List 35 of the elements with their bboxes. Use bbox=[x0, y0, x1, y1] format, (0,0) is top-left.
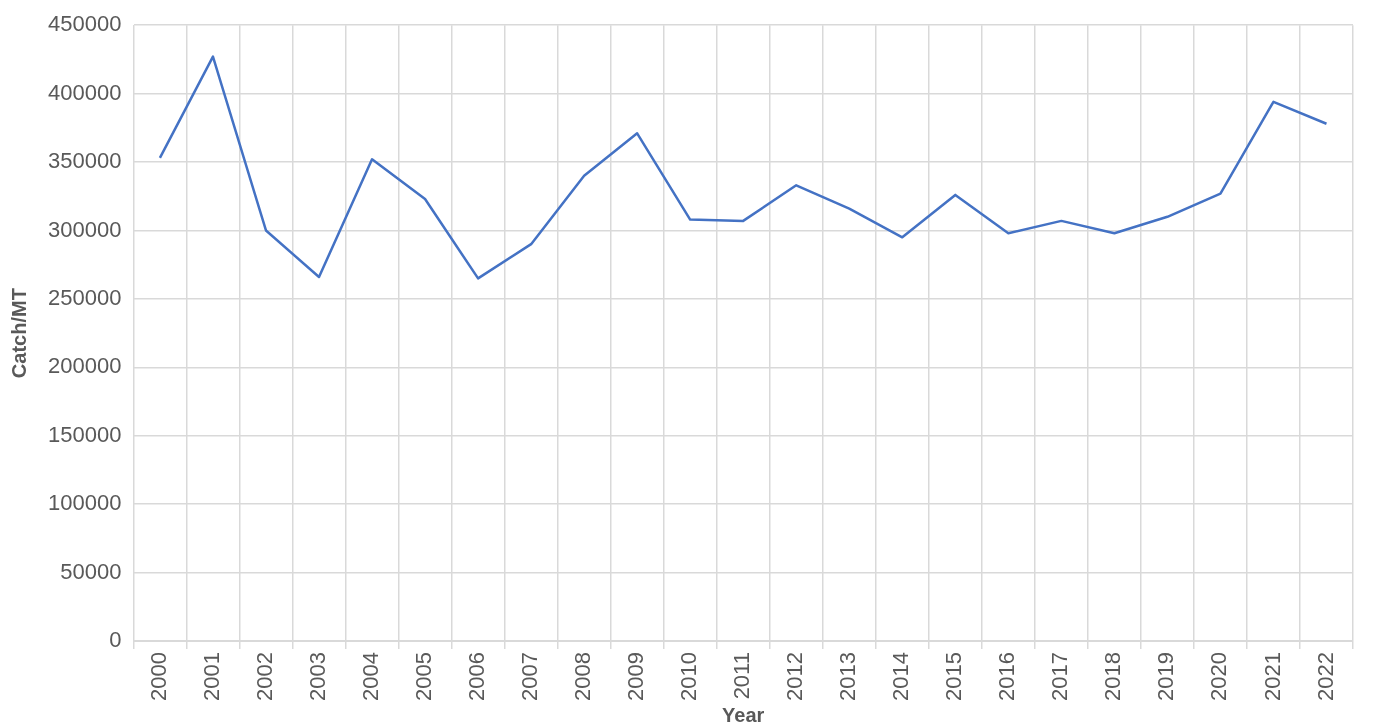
x-tick-label: 2016 bbox=[994, 652, 1020, 702]
x-tick-label: 2005 bbox=[411, 652, 437, 702]
x-tick-label: 2000 bbox=[145, 652, 171, 702]
x-tick-label: 2013 bbox=[835, 652, 861, 702]
x-tick-label: 2014 bbox=[888, 652, 914, 702]
x-tick-label: 2018 bbox=[1100, 652, 1126, 702]
x-tick-label: 2011 bbox=[729, 652, 755, 700]
y-tick-label: 100000 bbox=[47, 490, 122, 516]
y-tick-label: 300000 bbox=[47, 216, 122, 242]
y-axis-title: Catch/MT bbox=[7, 288, 30, 379]
x-tick-label: 2020 bbox=[1206, 652, 1232, 702]
x-tick-label: 2008 bbox=[570, 652, 596, 702]
x-tick-label: 2007 bbox=[517, 652, 543, 702]
y-tick-label: 400000 bbox=[47, 79, 122, 105]
x-tick-label: 2021 bbox=[1259, 652, 1285, 702]
y-tick-label: 50000 bbox=[60, 558, 122, 584]
y-tick-label: 150000 bbox=[47, 421, 122, 447]
y-tick-label: 250000 bbox=[47, 284, 122, 310]
x-tick-label: 2010 bbox=[676, 652, 702, 702]
x-tick-label: 2015 bbox=[941, 652, 967, 702]
x-tick-label: 2001 bbox=[199, 652, 225, 702]
y-tick-label: 450000 bbox=[47, 11, 122, 37]
y-tick-label: 200000 bbox=[47, 353, 122, 379]
x-tick-label: 2022 bbox=[1312, 652, 1338, 702]
x-tick-label: 2017 bbox=[1047, 652, 1073, 702]
x-tick-label: 2019 bbox=[1153, 652, 1179, 702]
x-tick-label: 2002 bbox=[252, 652, 278, 702]
y-tick-label: 0 bbox=[109, 627, 122, 653]
x-tick-label: 2003 bbox=[305, 652, 331, 702]
x-tick-label: 2006 bbox=[464, 652, 490, 702]
x-tick-label: 2009 bbox=[623, 652, 649, 702]
y-tick-label: 350000 bbox=[47, 148, 122, 174]
x-tick-label: 2004 bbox=[358, 652, 384, 702]
x-axis-title: Year bbox=[722, 703, 765, 726]
x-tick-label: 2012 bbox=[782, 652, 808, 702]
